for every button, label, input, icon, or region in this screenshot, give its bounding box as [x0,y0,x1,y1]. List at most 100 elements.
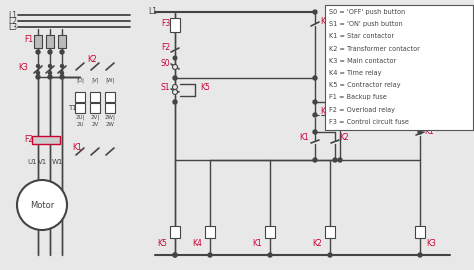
Circle shape [36,72,39,75]
Text: K1: K1 [72,143,82,153]
Circle shape [418,100,422,104]
Text: F2: F2 [161,43,170,52]
Circle shape [48,65,52,68]
Circle shape [173,253,177,257]
Text: S1 = 'ON' push button: S1 = 'ON' push button [329,21,402,27]
Circle shape [173,85,177,89]
Text: K3: K3 [426,238,436,248]
Circle shape [173,100,177,104]
Bar [325,5,473,130]
Text: K5: K5 [157,238,167,248]
Bar [32,136,60,144]
Text: 2W|: 2W| [104,114,116,120]
Circle shape [48,75,52,79]
Circle shape [36,75,40,79]
Text: |V|: |V| [91,77,99,83]
Circle shape [333,158,337,162]
Text: F1 = Backup fuse: F1 = Backup fuse [329,94,387,100]
Text: U1: U1 [27,159,37,165]
Text: K4 = Time relay: K4 = Time relay [329,70,382,76]
Text: K2: K2 [312,238,322,248]
Text: W1: W1 [51,159,63,165]
Bar [325,226,335,238]
Text: K5: K5 [200,83,210,93]
Bar [415,226,425,238]
Circle shape [36,65,39,68]
Circle shape [173,76,177,80]
Circle shape [173,65,177,69]
Text: S0: S0 [161,59,171,69]
Text: |W|: |W| [105,77,115,83]
Text: 2U: 2U [76,123,84,127]
Text: K3 = Main contactor: K3 = Main contactor [329,58,396,64]
Text: K5 = Contractor relay: K5 = Contractor relay [329,82,401,88]
Text: V1: V1 [38,159,47,165]
Text: K2: K2 [87,56,97,65]
Bar [265,226,275,238]
Bar [75,103,85,113]
Text: K1: K1 [299,133,309,143]
Circle shape [418,130,422,134]
Text: K3: K3 [344,102,354,110]
Text: F3 = Control circuit fuse: F3 = Control circuit fuse [329,119,409,125]
Text: 2W: 2W [106,123,115,127]
Text: F3: F3 [161,19,170,28]
Circle shape [61,72,64,75]
Bar [46,35,54,48]
Bar [105,92,115,102]
Bar [58,35,66,48]
Circle shape [313,113,317,117]
Circle shape [328,253,332,257]
Circle shape [418,76,422,80]
Circle shape [313,130,317,134]
Bar [170,18,180,32]
Circle shape [338,100,342,104]
Text: 2U|: 2U| [75,114,85,120]
Circle shape [418,253,422,257]
Text: L2: L2 [8,16,17,25]
Text: K3: K3 [18,62,28,72]
Circle shape [173,56,177,60]
Text: L1: L1 [148,8,157,16]
Bar [34,35,42,48]
Text: K5: K5 [320,18,330,26]
Text: K1 = Star contactor: K1 = Star contactor [329,33,394,39]
Text: Motor: Motor [30,201,54,210]
Text: |U|: |U| [76,77,84,83]
Text: K1: K1 [424,127,434,137]
Bar [105,103,115,113]
Text: 2V: 2V [91,123,99,127]
Circle shape [313,10,317,14]
Text: S1: S1 [161,83,171,92]
Text: F2: F2 [24,136,33,144]
Circle shape [173,89,177,94]
Text: S0 = 'OFF' push button: S0 = 'OFF' push button [329,9,405,15]
Bar [170,226,180,238]
Circle shape [36,50,40,54]
Text: K4: K4 [192,238,202,248]
Circle shape [338,158,342,162]
Text: F2 = Overload relay: F2 = Overload relay [329,107,395,113]
Circle shape [48,50,52,54]
Circle shape [60,75,64,79]
Bar [90,103,100,113]
Circle shape [173,253,177,257]
Bar [205,226,215,238]
Circle shape [208,253,212,257]
Text: 2V|: 2V| [91,114,100,120]
Circle shape [48,72,52,75]
Text: T1: T1 [68,105,76,111]
Circle shape [61,65,64,68]
Text: L1: L1 [8,11,17,19]
Circle shape [268,253,272,257]
Circle shape [313,158,317,162]
Text: K2: K2 [339,133,349,143]
Text: F1: F1 [24,35,33,45]
Circle shape [60,50,64,54]
Circle shape [17,180,67,230]
Text: L3: L3 [8,22,17,32]
Text: K2 = Transformer contactor: K2 = Transformer contactor [329,46,420,52]
Text: K4: K4 [320,106,330,116]
Circle shape [393,113,399,117]
Bar [75,92,85,102]
